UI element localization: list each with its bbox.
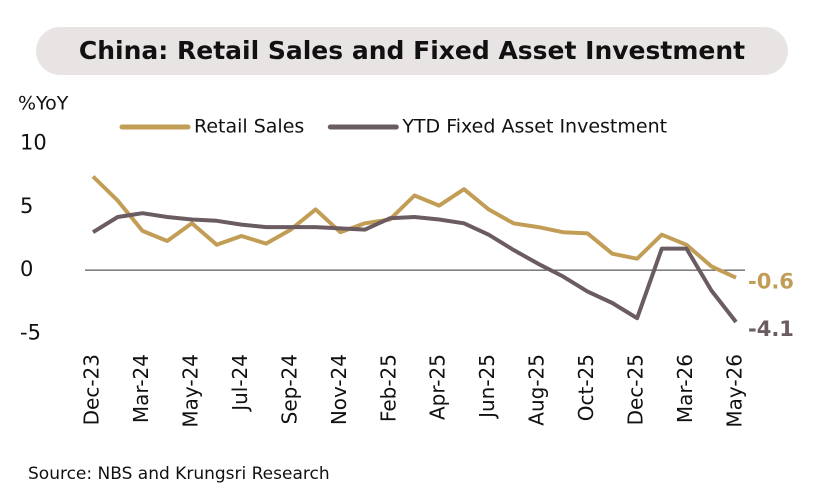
x-tick-label: May-26 [723, 354, 747, 428]
legend-label: YTD Fixed Asset Investment [401, 116, 667, 138]
x-tick-label: Mar-26 [673, 354, 697, 423]
series-line [91, 175, 737, 280]
x-tick-label: Aug-25 [525, 354, 549, 426]
legend-label: Retail Sales [194, 116, 304, 138]
x-tick-label: Dec-25 [624, 354, 648, 425]
x-tick-label: Nov-24 [327, 354, 351, 425]
series-line [91, 211, 738, 324]
x-tick-label: May-24 [178, 354, 202, 428]
title-background [36, 27, 788, 75]
x-tick-label: Jun-25 [475, 354, 499, 420]
x-tick-label: Apr-25 [426, 354, 450, 420]
end-label: -0.6 [748, 270, 794, 294]
y-tick-label: 0 [20, 257, 33, 281]
x-tick-label: Sep-24 [277, 354, 301, 424]
source: Source: NBS and Krungsri Research [28, 464, 330, 484]
x-tick-label: Jul-24 [228, 354, 252, 413]
x-tick-label: Feb-25 [376, 354, 400, 422]
end-label: -4.1 [748, 317, 794, 341]
x-tick-label: Mar-24 [129, 354, 153, 423]
y-tick-label: 5 [20, 194, 33, 218]
y-tick-label: 10 [20, 131, 47, 155]
y-axis-label: %YoY [18, 93, 69, 115]
x-tick-label: Dec-23 [80, 354, 104, 425]
x-tick-label: Oct-25 [574, 354, 598, 421]
y-tick-label: -5 [20, 320, 41, 344]
chart-title: China: Retail Sales and Fixed Asset Inve… [79, 36, 745, 65]
